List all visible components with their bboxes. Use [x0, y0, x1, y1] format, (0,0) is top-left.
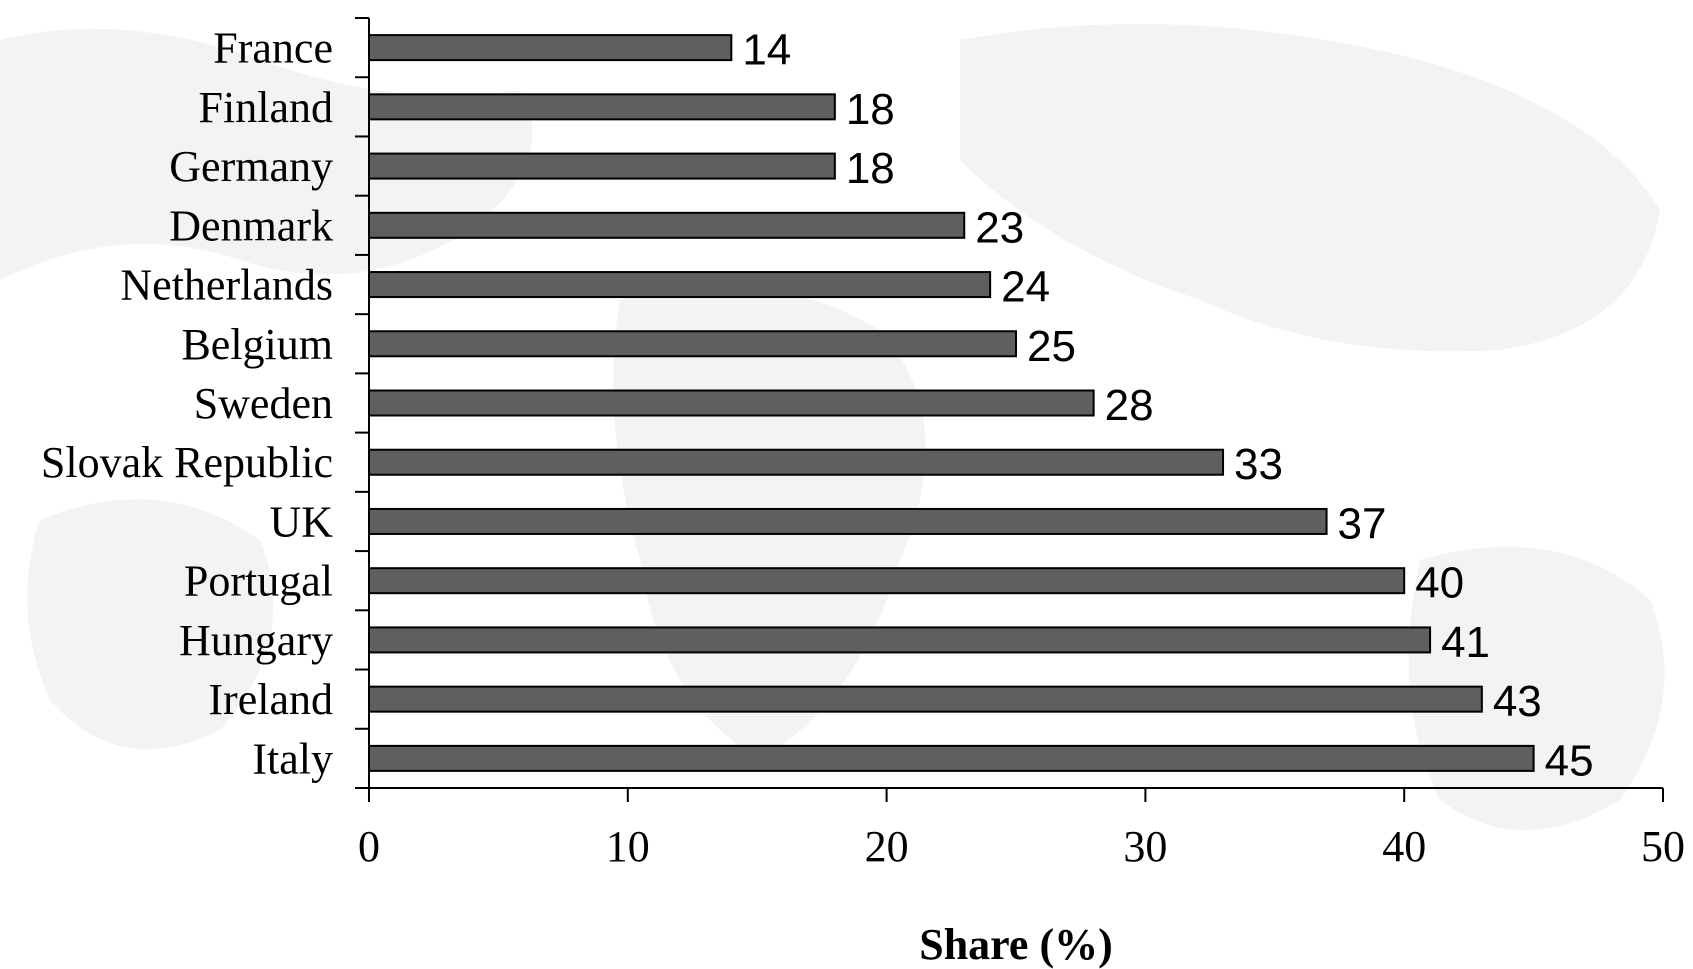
- bar-slovak-republic: [368, 448, 1225, 476]
- data-label: 18: [846, 144, 895, 193]
- bars: [368, 34, 1535, 772]
- category-label: Sweden: [194, 379, 333, 428]
- data-label: 24: [1001, 263, 1050, 312]
- bar-sweden: [368, 389, 1095, 417]
- data-label: 23: [975, 203, 1024, 252]
- data-label: 37: [1338, 499, 1387, 548]
- category-label: Netherlands: [120, 261, 333, 310]
- category-label: Slovak Republic: [41, 438, 333, 487]
- axes: [355, 17, 1664, 802]
- x-tick-label: 20: [865, 822, 909, 871]
- watermark-shape: [27, 499, 274, 750]
- category-label: Denmark: [169, 201, 333, 250]
- bar-belgium: [368, 330, 1017, 358]
- bar-ireland: [368, 685, 1483, 713]
- category-label: Hungary: [179, 616, 333, 665]
- data-label: 40: [1415, 559, 1464, 608]
- bar-netherlands: [368, 271, 992, 299]
- category-label: France: [213, 24, 333, 73]
- data-label: 33: [1234, 440, 1283, 489]
- category-label: Ireland: [208, 675, 333, 724]
- bar-france: [368, 34, 733, 62]
- bar-finland: [368, 93, 836, 121]
- bar-denmark: [368, 211, 966, 239]
- category-label: Finland: [199, 83, 333, 132]
- watermark-shape: [960, 24, 1660, 352]
- bar-italy: [368, 744, 1535, 772]
- x-tick-label: 0: [358, 822, 380, 871]
- category-label: Germany: [169, 142, 333, 191]
- labels: France 14 Finland 18 Germany 18 Denmark 23 Nethe…: [41, 24, 1685, 871]
- data-label: 25: [1027, 322, 1076, 371]
- bar-hungary: [368, 626, 1432, 654]
- bar-germany: [368, 152, 836, 180]
- data-label: 18: [846, 85, 895, 134]
- x-tick-label: 30: [1123, 822, 1167, 871]
- category-label: UK: [269, 497, 333, 546]
- x-tick-label: 40: [1382, 822, 1426, 871]
- x-axis-title: Share (%): [919, 920, 1113, 969]
- bar-portugal: [368, 567, 1406, 595]
- x-tick-label: 50: [1641, 822, 1685, 871]
- data-label: 41: [1441, 618, 1490, 667]
- data-label: 43: [1493, 677, 1542, 726]
- category-label: Portugal: [184, 557, 333, 606]
- category-label: Italy: [252, 734, 333, 783]
- x-tick-label: 10: [606, 822, 650, 871]
- category-label: Belgium: [181, 320, 333, 369]
- data-label: 28: [1105, 381, 1154, 430]
- data-label: 45: [1545, 736, 1594, 785]
- bar-uk: [368, 507, 1328, 535]
- data-label: 14: [742, 26, 791, 75]
